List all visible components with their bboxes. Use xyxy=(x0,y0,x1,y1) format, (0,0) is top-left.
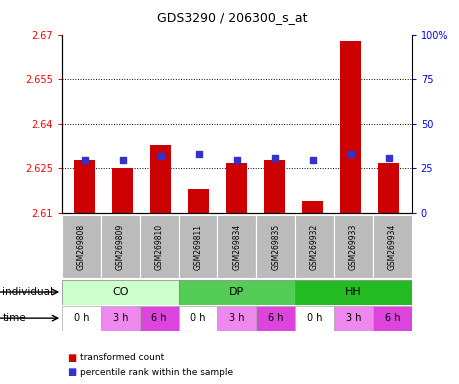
Bar xyxy=(150,145,171,213)
Text: transformed count: transformed count xyxy=(79,353,163,362)
Text: 6 h: 6 h xyxy=(384,313,399,323)
Bar xyxy=(188,189,209,213)
Bar xyxy=(74,159,95,213)
Text: GDS3290 / 206300_s_at: GDS3290 / 206300_s_at xyxy=(157,11,307,24)
Point xyxy=(157,153,164,159)
Text: 0 h: 0 h xyxy=(73,313,89,323)
Bar xyxy=(333,306,372,331)
Bar xyxy=(178,280,295,305)
Bar xyxy=(217,215,256,278)
Bar xyxy=(256,215,295,278)
Bar xyxy=(62,280,178,305)
Bar xyxy=(140,215,178,278)
Bar xyxy=(178,306,217,331)
Point xyxy=(271,155,278,161)
Text: DP: DP xyxy=(229,287,244,297)
Bar xyxy=(295,215,333,278)
Text: 0 h: 0 h xyxy=(306,313,322,323)
Text: time: time xyxy=(2,313,26,323)
Text: percentile rank within the sample: percentile rank within the sample xyxy=(79,368,232,377)
Bar xyxy=(340,40,361,213)
Bar xyxy=(140,306,178,331)
Bar xyxy=(256,306,295,331)
Text: GSM269811: GSM269811 xyxy=(193,224,202,270)
Text: CO: CO xyxy=(112,287,129,297)
Bar xyxy=(302,201,323,213)
Text: HH: HH xyxy=(344,287,361,297)
Bar xyxy=(62,215,101,278)
Text: GSM269808: GSM269808 xyxy=(77,223,86,270)
Point xyxy=(119,156,126,162)
Text: ■: ■ xyxy=(67,353,76,363)
Bar xyxy=(178,215,217,278)
Text: GSM269835: GSM269835 xyxy=(271,223,280,270)
Bar xyxy=(101,215,140,278)
Point xyxy=(384,155,392,161)
Text: GSM269932: GSM269932 xyxy=(309,223,319,270)
Text: 0 h: 0 h xyxy=(190,313,205,323)
Bar xyxy=(101,306,140,331)
Bar xyxy=(62,306,101,331)
Bar xyxy=(372,306,411,331)
Text: individual: individual xyxy=(2,287,53,297)
Bar xyxy=(264,159,285,213)
Bar xyxy=(333,215,372,278)
Point xyxy=(195,151,202,157)
Text: GSM269933: GSM269933 xyxy=(348,223,357,270)
Bar xyxy=(295,306,333,331)
Text: GSM269809: GSM269809 xyxy=(116,223,124,270)
Point xyxy=(81,156,89,162)
Bar xyxy=(378,162,398,213)
Bar xyxy=(112,169,133,213)
Point xyxy=(347,151,354,157)
Bar xyxy=(295,280,411,305)
Text: 6 h: 6 h xyxy=(151,313,167,323)
Text: 3 h: 3 h xyxy=(345,313,360,323)
Text: ■: ■ xyxy=(67,367,76,377)
Bar xyxy=(226,162,247,213)
Bar xyxy=(217,306,256,331)
Text: 3 h: 3 h xyxy=(112,313,128,323)
Text: 3 h: 3 h xyxy=(229,313,244,323)
Point xyxy=(308,156,316,162)
Bar xyxy=(372,215,411,278)
Text: GSM269934: GSM269934 xyxy=(387,223,396,270)
Text: 6 h: 6 h xyxy=(268,313,283,323)
Point xyxy=(233,156,240,162)
Text: GSM269834: GSM269834 xyxy=(232,223,241,270)
Text: GSM269810: GSM269810 xyxy=(154,223,163,270)
